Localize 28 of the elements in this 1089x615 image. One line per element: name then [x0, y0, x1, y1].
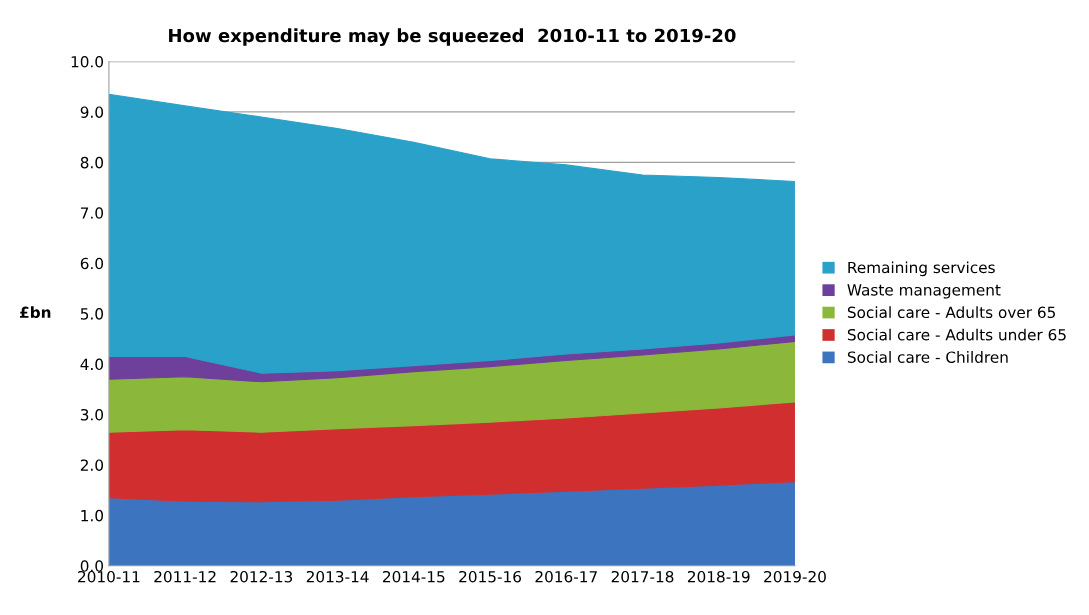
legend-label: Social care - Adults over 65: [847, 306, 1056, 319]
y-tick-label: 8.0: [80, 156, 104, 169]
y-tick-label: 5.0: [80, 308, 104, 320]
x-tick-label: 2014-15: [383, 570, 445, 583]
x-tick-label: 2019-20: [764, 570, 826, 583]
legend-label: Social care - Adults under 65: [847, 328, 1066, 341]
legend-label: Social care - Children: [847, 351, 1008, 363]
y-tick-label: 1.0: [81, 509, 104, 522]
chart-title: How expenditure may be squeezed 2010-11 to 2019-20: [169, 28, 736, 46]
x-tick-label: 2016-17: [535, 570, 597, 583]
x-tick-label: 2011-12: [154, 570, 216, 583]
x-tick-label: 2013-14: [306, 570, 369, 583]
y-axis-title: £bn: [20, 306, 51, 319]
y-tick-label: 4.0: [80, 358, 104, 371]
legend-label: Remaining services: [848, 261, 995, 277]
y-tick-label: 2.0: [80, 459, 104, 471]
y-tick-label: 0.0: [80, 560, 104, 572]
y-tick-label: 10.0: [71, 55, 104, 68]
x-tick-label: 2015-16: [459, 570, 521, 583]
x-tick-label: 2012-13: [230, 570, 293, 583]
x-tick-label: 2010-11: [78, 570, 140, 583]
x-tick-label: 2018-19: [687, 570, 750, 583]
x-tick-label: 2017-18: [611, 570, 674, 583]
legend-label: Waste management: [847, 284, 1001, 299]
y-tick-label: 7.0: [81, 207, 104, 219]
y-tick-label: 9.0: [80, 106, 104, 118]
y-tick-label: 3.0: [80, 408, 104, 421]
y-tick-label: 6.0: [80, 257, 104, 270]
